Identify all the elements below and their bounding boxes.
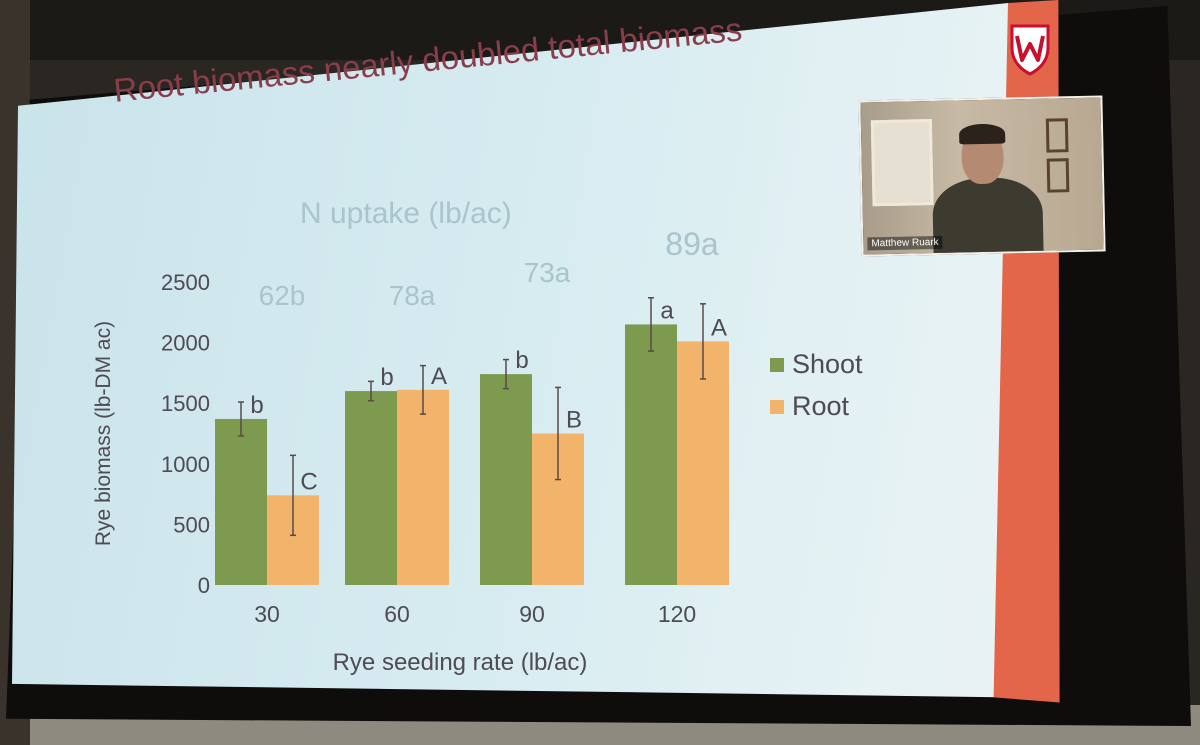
x-axis-label: Rye seeding rate (lb/ac) [333, 649, 588, 676]
x-tick-label: 60 [384, 601, 410, 627]
presenter-hair [958, 123, 1006, 145]
y-tick-label: 0 [198, 573, 210, 598]
webcam-window [870, 119, 934, 207]
x-tick-label: 120 [658, 601, 696, 627]
shoot-significance-letter: a [660, 297, 674, 324]
shoot-bar [625, 324, 677, 585]
root-bar [397, 389, 449, 585]
legend-swatch [770, 400, 784, 414]
legend-label: Shoot [792, 349, 863, 379]
root-significance-letter: A [711, 314, 727, 341]
y-tick-label: 2000 [161, 331, 210, 356]
x-tick-label: 30 [254, 601, 280, 627]
y-tick-label: 1000 [161, 452, 210, 477]
shoot-significance-letter: b [250, 392, 263, 419]
n-uptake-annotation: 73a [524, 257, 571, 288]
n-uptake-annotation: 89a [665, 226, 719, 262]
y-tick-label: 500 [173, 512, 210, 537]
shoot-bar [480, 374, 532, 585]
root-significance-letter: C [300, 468, 317, 495]
root-significance-letter: A [431, 363, 447, 390]
n-uptake-annotation: 62b [259, 280, 306, 311]
legend-label: Root [792, 391, 850, 421]
y-tick-label: 2500 [161, 270, 210, 295]
x-tick-label: 90 [519, 601, 545, 627]
shoot-significance-letter: b [380, 364, 393, 391]
shoot-bar [215, 418, 267, 585]
y-tick-label: 1500 [161, 391, 210, 416]
root-significance-letter: B [566, 407, 582, 434]
n-uptake-annotation: 78a [389, 280, 436, 311]
webcam-participant-name: Matthew Ruark [867, 235, 943, 251]
university-shield-logo [1010, 24, 1050, 76]
root-bar [677, 341, 729, 585]
y-axis-label: Rye biomass (lb-DM ac) [92, 321, 115, 546]
presenter-body [932, 176, 1044, 257]
legend-swatch [770, 358, 784, 372]
n-uptake-title: N uptake (lb/ac) [300, 197, 512, 230]
shoot-significance-letter: b [515, 347, 528, 374]
webcam-picture-frame [1046, 158, 1070, 193]
webcam-video-tile: Matthew Ruark [858, 95, 1106, 257]
shoot-bar [345, 391, 397, 585]
webcam-picture-frame [1045, 118, 1069, 153]
